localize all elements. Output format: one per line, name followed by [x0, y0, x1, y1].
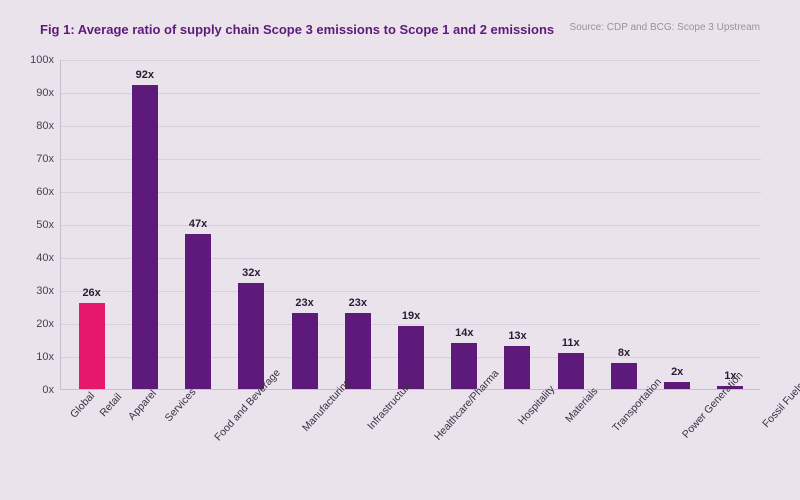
bar-rect [292, 313, 318, 389]
y-tick-label: 100x [14, 54, 54, 66]
y-tick-label: 80x [14, 120, 54, 132]
bar-value-label: 47x [189, 218, 207, 230]
bar: 13x [491, 330, 544, 389]
bar-value-label: 92x [136, 69, 154, 81]
bar-value-label: 19x [402, 310, 420, 322]
x-axis-label: Healthcare/Pharma [418, 394, 508, 406]
bar: 23x [278, 297, 331, 389]
bar-value-label: 14x [455, 327, 473, 339]
x-axis-label: Services [157, 394, 197, 406]
bar: 47x [171, 218, 224, 389]
bar-rect [664, 382, 690, 389]
y-tick-label: 0x [14, 384, 54, 396]
bar-value-label: 11x [562, 337, 580, 349]
chart-area: 26x92x47x32x23x23x19x14x13x11x8x2x1x 0x1… [60, 60, 760, 390]
bar-rect [504, 346, 530, 389]
bar-value-label: 8x [618, 347, 630, 359]
bar-rect [611, 363, 637, 389]
bar-value-label: 23x [295, 297, 313, 309]
y-tick-label: 60x [14, 186, 54, 198]
bar-value-label: 2x [671, 366, 683, 378]
bar: 19x [384, 310, 437, 389]
y-tick-label: 20x [14, 318, 54, 330]
x-axis-label: Transportation [600, 394, 667, 406]
bar-value-label: 23x [349, 297, 367, 309]
bar-rect [398, 326, 424, 389]
bar-rect [451, 343, 477, 389]
x-axis-label: Retail [94, 394, 121, 406]
x-axis-label: Hospitality [509, 394, 557, 406]
chart-header: Fig 1: Average ratio of supply chain Sco… [40, 22, 760, 37]
y-tick-label: 10x [14, 351, 54, 363]
x-axis-label: Power Generation [667, 394, 752, 406]
x-axis-label: Fossil Fuels [752, 394, 800, 406]
bar-value-label: 26x [82, 287, 100, 299]
x-axis-labels: GlobalRetailApparelServicesFood and Beve… [60, 394, 760, 406]
bars-container: 26x92x47x32x23x23x19x14x13x11x8x2x1x [61, 59, 761, 389]
y-tick-label: 50x [14, 219, 54, 231]
bar: 8x [597, 347, 650, 389]
x-axis-label: Food and Beverage [198, 394, 290, 406]
bar-rect [185, 234, 211, 389]
bar-rect [79, 303, 105, 389]
x-axis-label: Materials [557, 394, 600, 406]
y-tick-label: 40x [14, 252, 54, 264]
x-axis-label: Infrastructure [356, 394, 418, 406]
bar-value-label: 13x [508, 330, 526, 342]
bar-rect [345, 313, 371, 389]
x-axis-label: Global [64, 394, 94, 406]
bar-value-label: 32x [242, 267, 260, 279]
bar-rect [132, 85, 158, 389]
x-axis-label: Manufacturing [290, 394, 357, 406]
bar: 11x [544, 337, 597, 389]
y-tick-label: 30x [14, 285, 54, 297]
bar-rect [238, 283, 264, 389]
y-tick-label: 90x [14, 87, 54, 99]
x-axis-label: Apparel [121, 394, 157, 406]
chart-source: Source: CDP and BCG: Scope 3 Upstream [570, 22, 760, 33]
chart-title: Fig 1: Average ratio of supply chain Sco… [40, 22, 554, 37]
bar: 92x [118, 69, 171, 389]
y-tick-label: 70x [14, 153, 54, 165]
plot-area: 26x92x47x32x23x23x19x14x13x11x8x2x1x [60, 60, 760, 390]
bar: 23x [331, 297, 384, 389]
bar-rect [558, 353, 584, 389]
bar: 26x [65, 287, 118, 389]
